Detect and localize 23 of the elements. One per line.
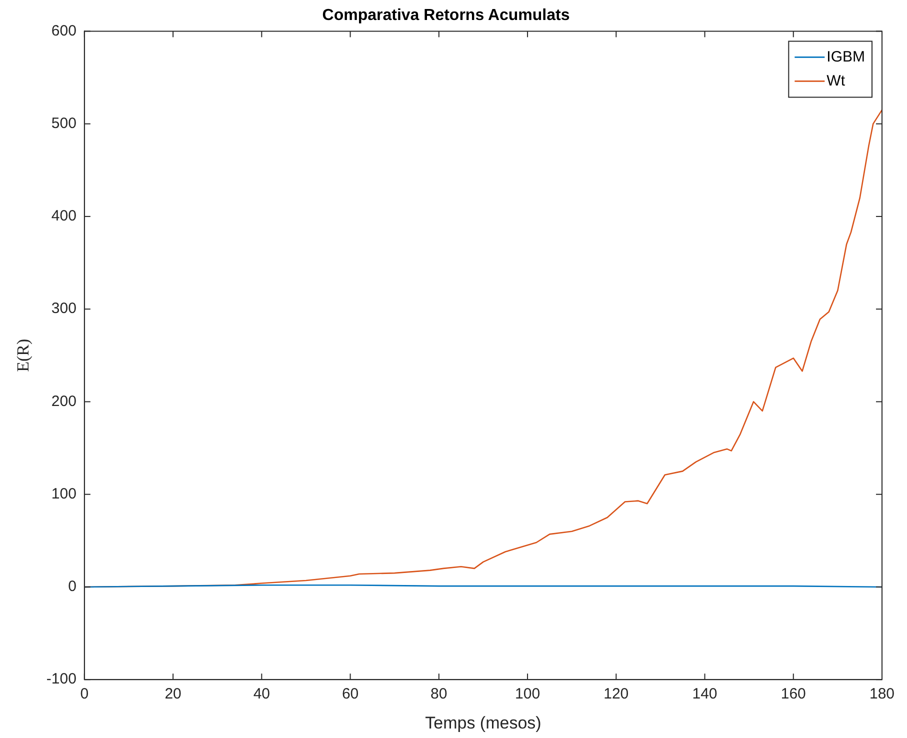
y-tick-label: 0 (68, 578, 76, 596)
legend-label: IGBM (826, 48, 866, 66)
y-tick-label: 100 (51, 485, 76, 502)
x-tick-label: 180 (869, 686, 895, 703)
x-axis-title: Temps (mesos) (425, 713, 542, 732)
y-tick-label: 200 (51, 392, 76, 410)
chart-title: Comparativa Retorns Acumulats (322, 7, 570, 24)
x-tick-label: 100 (515, 686, 540, 703)
x-tick-label: 60 (342, 686, 359, 703)
y-tick-label: -100 (46, 670, 76, 688)
y-tick-label: 300 (51, 300, 76, 318)
x-tick-label: 160 (780, 686, 806, 703)
x-tick-label: 20 (164, 686, 182, 703)
x-tick-label: 40 (253, 686, 270, 703)
y-tick-label: 400 (51, 208, 76, 225)
y-tick-label: 500 (51, 114, 76, 132)
y-axis-title: E(R) (14, 338, 33, 372)
x-tick-label: 120 (604, 686, 629, 703)
x-tick-label: 0 (80, 686, 89, 703)
y-tick-label: 600 (51, 22, 76, 40)
x-tick-label: 140 (692, 686, 718, 703)
x-tick-label: 80 (430, 686, 448, 703)
legend-label: Wt (826, 72, 846, 90)
